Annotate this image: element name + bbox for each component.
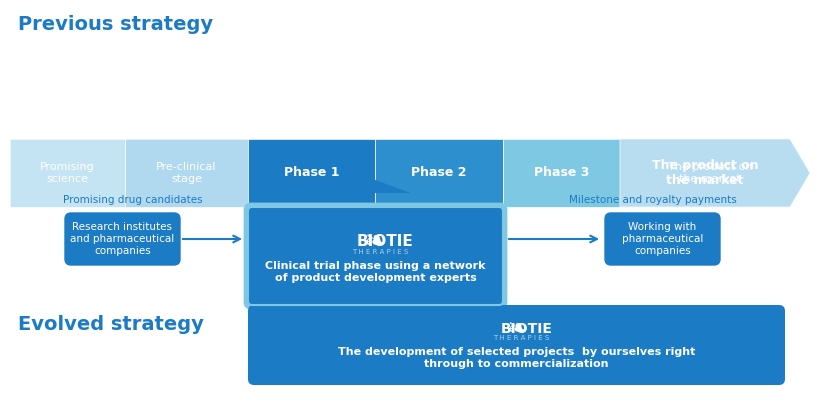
FancyBboxPatch shape: [605, 213, 720, 265]
Text: The development of selected projects  by ourselves right
through to commercializ: The development of selected projects by …: [337, 347, 695, 369]
Polygon shape: [620, 139, 810, 207]
Text: BIOTIE: BIOTIE: [357, 234, 414, 249]
Text: Phase 3: Phase 3: [534, 166, 589, 179]
Bar: [248, 139, 375, 207]
Text: T H E R A P I E S: T H E R A P I E S: [352, 249, 409, 255]
Bar: [503, 139, 620, 207]
Text: ❧: ❧: [506, 317, 527, 341]
Text: Evolved strategy: Evolved strategy: [18, 315, 204, 334]
FancyBboxPatch shape: [65, 213, 180, 265]
Text: Phase 2: Phase 2: [411, 166, 467, 179]
Text: ❧: ❧: [364, 228, 387, 256]
Polygon shape: [341, 180, 410, 193]
Text: Promising drug candidates: Promising drug candidates: [63, 195, 202, 205]
Bar: [375, 139, 503, 207]
Text: T H E R A P I E S: T H E R A P I E S: [493, 335, 550, 341]
Bar: [10, 139, 125, 207]
Text: Milestone and royalty payments: Milestone and royalty payments: [568, 195, 736, 205]
Text: Previous strategy: Previous strategy: [18, 15, 213, 34]
FancyBboxPatch shape: [248, 305, 785, 385]
Polygon shape: [10, 139, 810, 207]
Text: The product on
the market: The product on the market: [652, 159, 758, 187]
Text: Clinical trial phase using a network
of product development experts: Clinical trial phase using a network of …: [265, 261, 486, 283]
Text: Research institutes
and pharmaceutical
companies: Research institutes and pharmaceutical c…: [70, 222, 174, 256]
Bar: [125, 139, 248, 207]
Bar: [620, 139, 790, 207]
FancyBboxPatch shape: [245, 204, 506, 308]
FancyBboxPatch shape: [248, 207, 503, 305]
Text: Phase 1: Phase 1: [283, 166, 339, 179]
Text: Pre-clinical
stage: Pre-clinical stage: [156, 162, 217, 184]
Text: Promising
science: Promising science: [40, 162, 95, 184]
Text: The product on
the market: The product on the market: [667, 162, 752, 184]
Text: Working with
pharmaceutical
companies: Working with pharmaceutical companies: [622, 222, 704, 256]
Text: BIOTIE: BIOTIE: [500, 322, 553, 336]
